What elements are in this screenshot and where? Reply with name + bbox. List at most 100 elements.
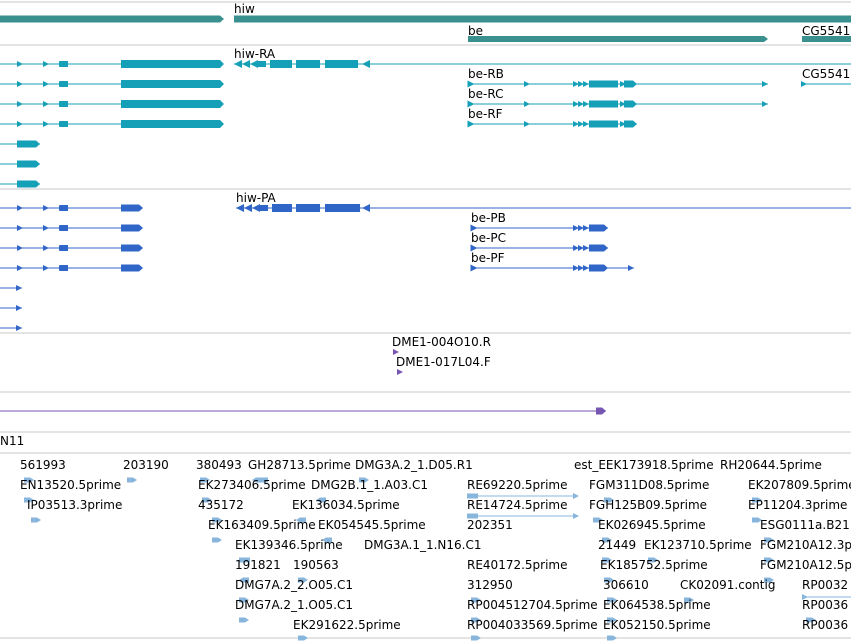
est-label: DMG2B.1_1.A03.C1	[311, 478, 428, 492]
exon-arrow	[524, 101, 530, 107]
est-feature	[200, 477, 210, 483]
est-label: IP03513.3prime	[27, 498, 122, 512]
exon-arrow	[524, 121, 530, 127]
exon-arrow	[17, 245, 23, 251]
exon-arrow	[17, 61, 23, 67]
est-feature	[764, 577, 774, 583]
gene-bar	[802, 36, 851, 42]
exon-arrow	[242, 60, 250, 68]
est-feature	[802, 594, 808, 600]
exon-arrow	[16, 325, 22, 331]
exon-block	[624, 120, 637, 128]
exon-block	[325, 204, 360, 212]
exon-block	[589, 264, 608, 272]
exon-arrow	[578, 225, 584, 231]
exon-arrow	[362, 60, 370, 68]
transcript-label: be-RB	[468, 67, 504, 81]
est-label: 380493	[196, 458, 242, 472]
est-feature	[240, 557, 250, 563]
exon-arrow	[583, 265, 589, 271]
est-feature	[573, 513, 579, 519]
exon-arrow	[250, 60, 258, 68]
exon-arrow	[578, 101, 584, 107]
est-feature	[806, 617, 816, 623]
exon-arrow	[762, 101, 768, 107]
est-feature	[359, 477, 369, 483]
est-label: RP004033569.5prime	[467, 618, 598, 632]
exon-arrow	[43, 225, 49, 231]
exon-arrow	[43, 121, 49, 127]
exon-block	[60, 121, 68, 127]
est-label: EK291622.5prime	[293, 618, 401, 632]
protein-label: be-PC	[471, 231, 506, 245]
exon-arrow	[16, 305, 22, 311]
exon-block	[60, 245, 68, 251]
est-label: RH20644.5prime	[720, 458, 822, 472]
exon-arrow	[17, 81, 23, 87]
est-label: 561993	[20, 458, 66, 472]
est-feature	[239, 577, 249, 583]
exon-block	[17, 160, 40, 168]
clone-label: DME1-017L04.F	[396, 355, 491, 369]
protein-label: be-PB	[471, 211, 506, 225]
est-label: EK163409.5prime	[208, 518, 316, 532]
exon-arrow	[467, 80, 475, 88]
est-label: FGM210A12.5p	[760, 558, 851, 572]
est-feature	[316, 497, 326, 503]
est-feature	[258, 477, 268, 483]
exon-arrow	[524, 81, 530, 87]
est-feature	[573, 493, 579, 499]
est-feature	[471, 597, 481, 603]
exon-arrow	[362, 204, 370, 212]
exon-block	[121, 80, 224, 88]
est-feature	[471, 617, 481, 623]
exon-arrow	[620, 121, 626, 127]
exon-arrow	[620, 81, 626, 87]
exon-arrow	[43, 205, 49, 211]
exon-arrow	[43, 265, 49, 271]
exon-block	[121, 264, 143, 272]
est-label: EK207809.5prime	[748, 478, 851, 492]
clone-end	[596, 407, 606, 415]
est-label: EK052150.5prime	[603, 618, 711, 632]
est-feature	[764, 557, 774, 563]
est-label: ESG0111a.B21	[760, 518, 850, 532]
exon-arrow	[583, 81, 589, 87]
est-feature	[127, 477, 137, 483]
transcript-label: be-RF	[468, 107, 503, 121]
est-feature	[298, 577, 308, 583]
exon-arrow	[470, 264, 478, 272]
est-label: 190563	[293, 558, 339, 572]
est-feature	[322, 537, 332, 543]
est-label: 202351	[467, 518, 513, 532]
exon-arrow	[17, 101, 23, 107]
est-feature	[607, 617, 617, 623]
transcript-label: hiw-RA	[234, 47, 276, 61]
exon-block	[121, 204, 143, 212]
est-label: DMG7A.2_1.O05.C1	[235, 598, 353, 612]
exon-arrow	[573, 101, 579, 107]
est-label: EK026945.5prime	[598, 518, 706, 532]
contig-label: N11	[0, 434, 24, 448]
est-label: 306610	[603, 578, 649, 592]
exon-arrow	[620, 101, 626, 107]
gene-bar	[468, 36, 768, 42]
exon-arrow	[467, 120, 475, 128]
exon-arrow	[17, 265, 23, 271]
est-feature	[467, 493, 478, 499]
exon-block	[258, 61, 266, 67]
est-label: EK123710.5prime	[644, 538, 752, 552]
est-label: EN13520.5prime	[20, 478, 121, 492]
exon-arrow	[573, 81, 579, 87]
est-feature	[648, 557, 658, 563]
est-label: RE40172.5prime	[467, 558, 568, 572]
gene-bar	[234, 15, 851, 23]
est-feature	[602, 537, 612, 543]
exon-block	[624, 100, 637, 108]
est-feature	[202, 497, 212, 503]
exon-arrow	[578, 81, 584, 87]
exon-block	[296, 60, 320, 68]
exon-arrow	[573, 245, 579, 251]
